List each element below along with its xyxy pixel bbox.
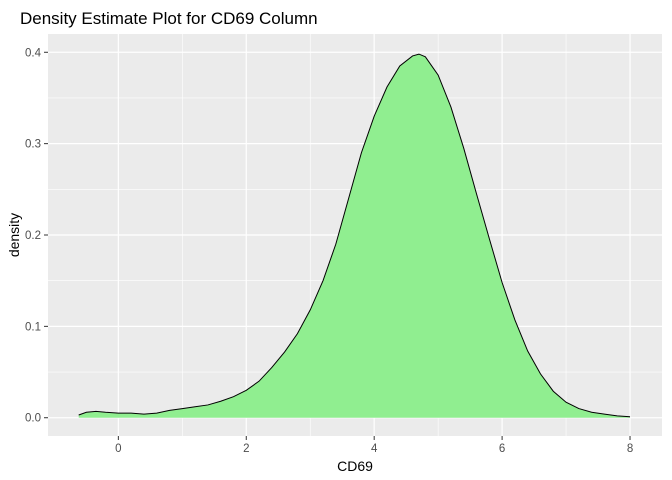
y-tick-label: 0.3: [25, 139, 41, 151]
y-tick-label: 0.4: [25, 47, 42, 59]
x-tick-label: 0: [115, 443, 121, 455]
y-tick-label: 0.1: [25, 321, 41, 333]
density-area: [78, 54, 631, 418]
density-line: [78, 53, 631, 418]
y-axis-title: density: [6, 213, 22, 257]
x-axis: 0 2 4 6 8: [115, 436, 633, 455]
y-tick-label: 0.2: [25, 230, 41, 242]
x-axis-title: CD69: [337, 458, 373, 474]
y-tick-label: 0.0: [25, 413, 41, 425]
chart-title: Density Estimate Plot for CD69 Column: [20, 9, 318, 28]
x-tick-label: 8: [627, 443, 633, 455]
x-tick-label: 2: [243, 443, 249, 455]
x-tick-label: 4: [371, 443, 378, 455]
x-tick-label: 6: [499, 443, 505, 455]
y-axis: 0.0 0.1 0.2 0.3 0.4: [25, 47, 48, 425]
